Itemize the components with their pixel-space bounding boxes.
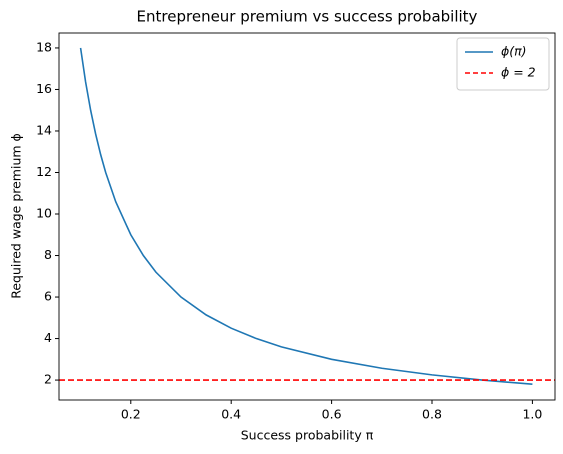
y-tick-label: 18 xyxy=(36,39,52,54)
x-tick-label: 0.6 xyxy=(322,407,342,422)
y-axis-label: Required wage premium ϕ xyxy=(9,133,24,299)
x-tick-label: 0.4 xyxy=(221,407,241,422)
x-tick-label: 1.0 xyxy=(522,407,542,422)
x-tick-label: 0.2 xyxy=(121,407,141,422)
y-tick-label: 8 xyxy=(44,247,52,262)
x-tick-label: 0.8 xyxy=(422,407,442,422)
y-tick-label: 6 xyxy=(44,289,52,304)
plot-frame xyxy=(58,32,556,401)
legend-label: ϕ = 2 xyxy=(501,65,536,80)
legend-label: ϕ(π) xyxy=(501,44,527,59)
y-tick-label: 14 xyxy=(36,122,52,137)
x-axis-label: Success probability π xyxy=(241,428,374,443)
y-tick-label: 10 xyxy=(36,206,52,221)
chart-title: Entrepreneur premium vs success probabil… xyxy=(137,8,478,26)
data-line xyxy=(79,47,533,386)
y-tick-label: 2 xyxy=(44,372,52,387)
y-tick-label: 12 xyxy=(36,164,52,179)
legend-box xyxy=(456,37,550,91)
y-tick-label: 4 xyxy=(44,330,52,345)
y-tick-label: 16 xyxy=(36,81,52,96)
